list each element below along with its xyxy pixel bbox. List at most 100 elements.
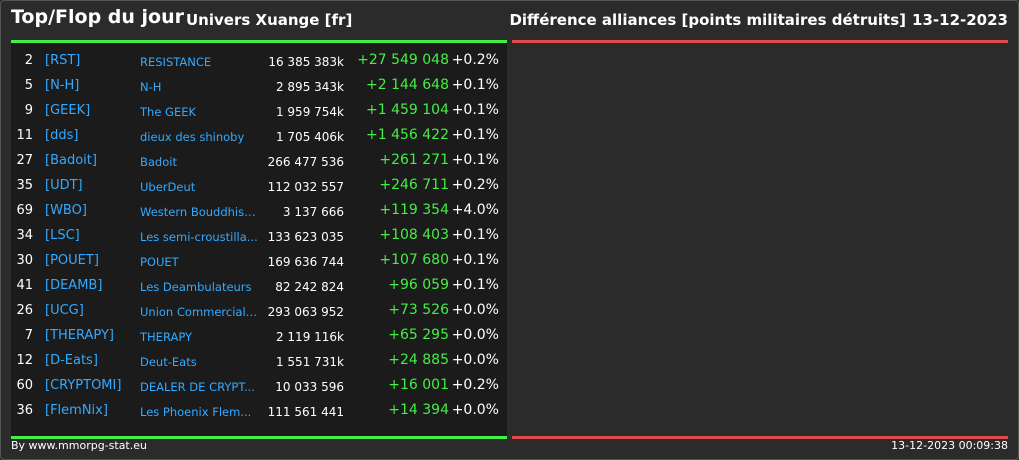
alliance-name-link[interactable]: THERAPY bbox=[140, 330, 193, 344]
points-delta: +73 526 bbox=[388, 302, 449, 318]
percent-change: +0.1% bbox=[451, 277, 499, 293]
alliance-tag-link[interactable]: [POUET] bbox=[45, 253, 99, 268]
points-delta: +2 144 648 bbox=[366, 77, 449, 93]
top-list: 2 [RST] RESISTANCE 16 385 383k +27 549 048 +0… bbox=[11, 50, 507, 425]
list-item: 12 [D-Eats] Deut-Eats 1 551 731k +24 885 +0.0… bbox=[11, 350, 507, 375]
alliance-name-link[interactable]: Deut-Eats bbox=[140, 355, 197, 369]
rank-cell: 41 bbox=[16, 278, 33, 293]
alliance-tag-link[interactable]: [THERAPY] bbox=[45, 328, 114, 343]
total-points: 266 477 536 bbox=[267, 155, 344, 169]
alliance-name-link[interactable]: Les semi-croustilla... bbox=[140, 230, 258, 244]
rank-cell: 9 bbox=[24, 103, 33, 118]
list-item: 35 [UDT] UberDeut 112 032 557 +246 711 +0.2% bbox=[11, 175, 507, 200]
percent-change: +0.0% bbox=[451, 402, 499, 418]
alliance-name-link[interactable]: Western Bouddhist ... bbox=[140, 205, 260, 219]
total-points: 2 119 116k bbox=[275, 330, 344, 344]
page-title: Top/Flop du jour bbox=[11, 6, 184, 28]
rank-cell: 26 bbox=[16, 303, 33, 318]
total-points: 10 033 596 bbox=[275, 380, 344, 394]
alliance-name-link[interactable]: Badoit bbox=[140, 155, 177, 169]
points-delta: +246 711 bbox=[379, 177, 449, 193]
alliance-tag-link[interactable]: [N-H] bbox=[45, 78, 80, 93]
alliance-name-link[interactable]: UberDeut bbox=[140, 180, 196, 194]
percent-change: +0.1% bbox=[451, 152, 499, 168]
list-item: 27 [Badoit] Badoit 266 477 536 +261 271 +0.1% bbox=[11, 150, 507, 175]
alliance-tag-link[interactable]: [UDT] bbox=[45, 178, 83, 193]
alliance-tag-link[interactable]: [DEAMB] bbox=[45, 278, 103, 293]
total-points: 3 137 666 bbox=[282, 205, 344, 219]
alliance-name-link[interactable]: DEALER DE CRYPT... bbox=[140, 380, 255, 394]
metric-label: Différence alliances [points militaires … bbox=[509, 11, 906, 29]
rank-cell: 60 bbox=[16, 378, 33, 393]
rank-cell: 69 bbox=[16, 203, 33, 218]
points-delta: +1 459 104 bbox=[366, 102, 449, 118]
alliance-tag-link[interactable]: [CRYPTOMI] bbox=[45, 378, 122, 393]
percent-change: +0.1% bbox=[451, 102, 499, 118]
rank-cell: 2 bbox=[24, 53, 33, 68]
points-delta: +119 354 bbox=[379, 202, 449, 218]
alliance-name-link[interactable]: Les Phoenix Flem... bbox=[140, 405, 252, 419]
total-points: 2 895 343k bbox=[275, 80, 344, 94]
percent-change: +0.0% bbox=[451, 302, 499, 318]
rank-cell: 5 bbox=[24, 78, 33, 93]
alliance-tag-link[interactable]: [Badoit] bbox=[45, 153, 97, 168]
alliance-name-link[interactable]: dieux des shinoby bbox=[140, 130, 245, 144]
timestamp: 13-12-2023 00:09:38 bbox=[891, 439, 1008, 452]
rank-cell: 7 bbox=[24, 328, 33, 343]
alliance-name-link[interactable]: RESISTANCE bbox=[140, 55, 212, 69]
percent-change: +0.1% bbox=[451, 77, 499, 93]
total-points: 112 032 557 bbox=[267, 180, 344, 194]
percent-change: +0.1% bbox=[451, 227, 499, 243]
list-item: 36 [FlemNix] Les Phoenix Flem... 111 561 44… bbox=[11, 400, 507, 425]
rank-cell: 12 bbox=[16, 353, 33, 368]
alliance-tag-link[interactable]: [FlemNix] bbox=[45, 403, 108, 418]
flop-panel bbox=[512, 40, 1008, 439]
alliance-name-link[interactable]: N-H bbox=[140, 80, 162, 94]
list-item: 60 [CRYPTOMI] DEALER DE CRYPT... 10 033 596… bbox=[11, 375, 507, 400]
points-delta: +96 059 bbox=[388, 277, 449, 293]
alliance-tag-link[interactable]: [RST] bbox=[45, 53, 81, 68]
total-points: 133 623 035 bbox=[267, 230, 344, 244]
credit-link[interactable]: By www.mmorpg-stat.eu bbox=[11, 439, 147, 452]
points-delta: +16 001 bbox=[388, 377, 449, 393]
universe-label: Univers Xuange [fr] bbox=[186, 11, 353, 29]
percent-change: +0.0% bbox=[451, 327, 499, 343]
percent-change: +0.2% bbox=[451, 377, 499, 393]
date-label: 13-12-2023 bbox=[912, 11, 1008, 29]
alliance-name-link[interactable]: Les Deambulateurs bbox=[140, 280, 252, 294]
alliance-tag-link[interactable]: [dds] bbox=[45, 128, 79, 143]
alliance-name-link[interactable]: Union Commerciale... bbox=[140, 305, 260, 319]
list-item: 5 [N-H] N-H 2 895 343k +2 144 648 +0.1% bbox=[11, 75, 507, 100]
percent-change: +0.0% bbox=[451, 352, 499, 368]
alliance-tag-link[interactable]: [GEEK] bbox=[45, 103, 91, 118]
rank-cell: 11 bbox=[16, 128, 33, 143]
alliance-name-link[interactable]: The GEEK bbox=[140, 105, 197, 119]
percent-change: +0.2% bbox=[451, 52, 499, 68]
total-points: 111 561 441 bbox=[267, 405, 344, 419]
total-points: 16 385 383k bbox=[268, 55, 344, 69]
total-points: 293 063 952 bbox=[267, 305, 344, 319]
total-points: 169 636 744 bbox=[267, 255, 344, 269]
percent-change: +0.1% bbox=[451, 252, 499, 268]
percent-change: +0.2% bbox=[451, 177, 499, 193]
alliance-tag-link[interactable]: [UCG] bbox=[45, 303, 84, 318]
list-item: 26 [UCG] Union Commerciale... 293 063 952 +7… bbox=[11, 300, 507, 325]
total-points: 1 959 754k bbox=[275, 105, 344, 119]
rank-cell: 34 bbox=[16, 228, 33, 243]
rank-cell: 35 bbox=[16, 178, 33, 193]
percent-change: +0.1% bbox=[451, 127, 499, 143]
alliance-tag-link[interactable]: [LSC] bbox=[45, 228, 80, 243]
list-item: 41 [DEAMB] Les Deambulateurs 82 242 824 +96 … bbox=[11, 275, 507, 300]
list-item: 34 [LSC] Les semi-croustilla... 133 623 035… bbox=[11, 225, 507, 250]
list-item: 7 [THERAPY] THERAPY 2 119 116k +65 295 +0.0% bbox=[11, 325, 507, 350]
points-delta: +24 885 bbox=[388, 352, 449, 368]
alliance-tag-link[interactable]: [WBO] bbox=[45, 203, 87, 218]
list-item: 2 [RST] RESISTANCE 16 385 383k +27 549 048 +0… bbox=[11, 50, 507, 75]
list-item: 11 [dds] dieux des shinoby 1 705 406k +1 456… bbox=[11, 125, 507, 150]
top-panel: 2 [RST] RESISTANCE 16 385 383k +27 549 048 +0… bbox=[11, 40, 507, 439]
total-points: 1 551 731k bbox=[275, 355, 344, 369]
rank-cell: 27 bbox=[16, 153, 33, 168]
alliance-tag-link[interactable]: [D-Eats] bbox=[45, 353, 98, 368]
rank-cell: 36 bbox=[16, 403, 33, 418]
alliance-name-link[interactable]: POUET bbox=[140, 255, 179, 269]
